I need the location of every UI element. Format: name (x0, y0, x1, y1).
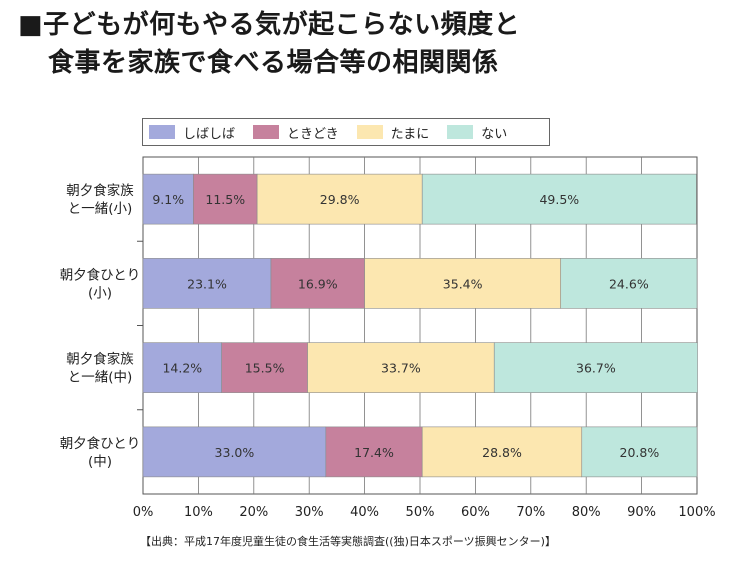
data-label: 11.5% (205, 192, 245, 207)
bar-segment (421, 173, 697, 225)
bar-segment (581, 426, 698, 478)
x-tick-label: 100% (678, 505, 715, 520)
legend-item: ときどき (253, 123, 339, 142)
category-label: 朝夕食家族 (66, 182, 134, 199)
category-label: と一緒(中) (68, 370, 133, 386)
bar-segment (142, 173, 194, 225)
data-label: 49.5% (539, 192, 579, 207)
category-label: 朝夕食ひとり (60, 266, 141, 283)
bar-segment (256, 173, 423, 225)
legend-label: しばしば (183, 126, 236, 142)
data-label: 35.4% (443, 276, 483, 291)
bar-segment (493, 342, 698, 393)
legend: しばしば ときどき たまに ない (142, 118, 550, 146)
category-label: 朝夕食ひとり (60, 435, 141, 452)
bar-segment (421, 426, 583, 478)
x-tick-label: 90% (627, 505, 656, 520)
legend-label: たまに (390, 126, 430, 142)
x-tick-label: 80% (572, 505, 601, 520)
legend-swatch (356, 125, 383, 139)
bar-segment (307, 342, 495, 393)
category-label: (小) (88, 285, 112, 301)
chart-title: ■子どもが何もやる気が起こらない頻度と 食事を家族で食べる場合等の相関関係 (18, 6, 520, 82)
bar-segment (325, 426, 423, 478)
bar-segment (142, 426, 327, 478)
data-label: 9.1% (152, 192, 184, 207)
x-tick-label: 40% (350, 505, 379, 520)
bar-segment (142, 342, 222, 393)
legend-swatch (447, 125, 474, 139)
x-tick-label: 20% (239, 505, 268, 520)
category-label: 朝夕食家族 (66, 351, 134, 368)
data-label: 14.2% (162, 361, 202, 376)
data-label: 24.6% (609, 276, 649, 291)
x-tick-label: 50% (406, 505, 435, 520)
x-tick-label: 0% (133, 505, 154, 520)
bar-segment (364, 258, 562, 309)
legend-label: ない (481, 126, 508, 142)
legend-item: しばしば (149, 123, 235, 142)
data-label: 29.8% (320, 192, 360, 207)
title-line-1: ■子どもが何もやる気が起こらない頻度と (18, 10, 521, 40)
x-tick-label: 10% (184, 505, 213, 520)
data-label: 36.7% (576, 361, 616, 376)
title-line-2: 食事を家族で食べる場合等の相関関係 (48, 48, 499, 78)
data-label: 17.4% (354, 445, 394, 460)
bar-segment (560, 258, 698, 309)
source-note: 【出典：平成17年度児童生徒の食生活等実態調査((独)日本スポーツ振興センター)… (140, 535, 556, 548)
data-label: 28.8% (482, 445, 522, 460)
bar-segment (142, 258, 272, 309)
data-label: 33.7% (381, 361, 421, 376)
legend-label: ときどき (287, 126, 339, 142)
data-label: 23.1% (187, 276, 227, 291)
data-label: 20.8% (620, 445, 660, 460)
legend-item: ない (447, 123, 507, 142)
x-tick-label: 60% (461, 505, 490, 520)
legend-swatch (149, 125, 175, 139)
category-label: (中) (88, 454, 112, 470)
data-label: 16.9% (298, 276, 338, 291)
bar-segment (221, 342, 308, 393)
x-tick-label: 30% (295, 505, 324, 520)
legend-swatch (253, 125, 280, 139)
x-tick-label: 70% (516, 505, 545, 520)
legend-item: たまに (356, 123, 430, 142)
category-label: と一緒(小) (68, 201, 133, 217)
bar-segment (270, 258, 365, 309)
data-label: 33.0% (215, 445, 255, 460)
data-label: 15.5% (245, 361, 285, 376)
